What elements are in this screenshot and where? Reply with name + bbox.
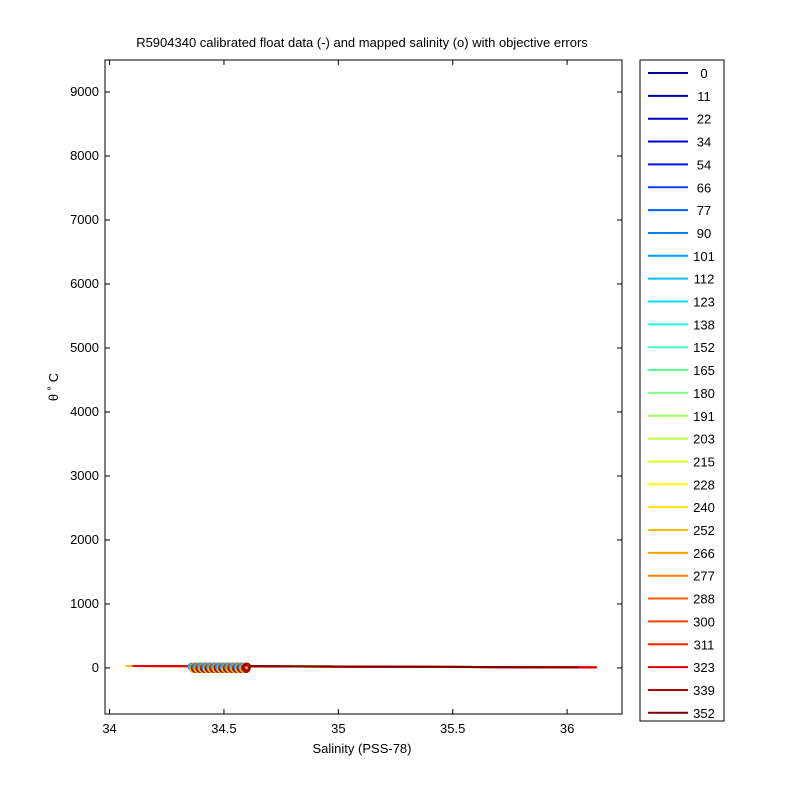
legend-label-34: 34 [697, 135, 711, 150]
legend-label-112: 112 [694, 272, 715, 287]
y-tick-label: 0 [92, 660, 99, 675]
legend-label-252: 252 [693, 523, 715, 538]
legend-label-191: 191 [693, 409, 715, 424]
x-axis-label: Salinity (PSS-78) [313, 741, 412, 756]
legend-label-101: 101 [693, 249, 715, 264]
legend-label-300: 300 [693, 614, 715, 629]
legend-label-54: 54 [697, 157, 711, 172]
y-tick-label: 1000 [70, 596, 99, 611]
legend-label-339: 339 [693, 683, 715, 698]
y-tick-label: 6000 [70, 276, 99, 291]
legend-box [639, 59, 725, 722]
series-group [125, 665, 597, 669]
y-tick-label: 9000 [70, 84, 99, 99]
series-line-352 [201, 665, 579, 669]
legend-label-323: 323 [693, 660, 715, 675]
legend-items: 0 11 22 34 54 66 77 90 101 112 123 138 152 165 180 191 2… [648, 66, 715, 721]
legend-label-215: 215 [693, 454, 715, 469]
x-tick-label: 35.5 [440, 721, 465, 736]
x-tick-label: 36 [560, 721, 574, 736]
y-axis-label: θ ˚ C [46, 373, 61, 401]
legend-label-165: 165 [693, 363, 715, 378]
legend-label-90: 90 [697, 226, 711, 241]
x-tick-label: 35 [331, 721, 345, 736]
mapped-points [187, 662, 252, 674]
legend-label-180: 180 [693, 386, 715, 401]
y-tick-label: 4000 [70, 404, 99, 419]
legend-label-123: 123 [693, 295, 715, 310]
legend: 0 11 22 34 54 66 77 90 101 112 123 138 152 165 180 191 2… [639, 59, 725, 722]
x-axis: 34 34.5 35 35.5 36 [102, 60, 574, 736]
legend-label-288: 288 [693, 592, 715, 607]
y-axis: 0 1000 2000 3000 4000 5000 6000 7000 8000 9000 [70, 84, 622, 675]
y-tick-label: 3000 [70, 468, 99, 483]
chart-title: R5904340 calibrated float data (-) and m… [136, 35, 588, 50]
y-tick-label: 2000 [70, 532, 99, 547]
mapped-point [242, 662, 252, 672]
y-tick-label: 8000 [70, 148, 99, 163]
y-tick-label: 7000 [70, 212, 99, 227]
plot-area [104, 59, 623, 715]
legend-label-11: 11 [697, 89, 711, 104]
legend-label-352: 352 [693, 706, 715, 721]
legend-label-138: 138 [693, 317, 715, 332]
legend-label-22: 22 [697, 112, 711, 127]
legend-label-266: 266 [693, 546, 715, 561]
legend-label-240: 240 [693, 500, 715, 515]
legend-label-228: 228 [693, 477, 715, 492]
legend-label-203: 203 [693, 432, 715, 447]
y-tick-label: 5000 [70, 340, 99, 355]
x-tick-label: 34.5 [211, 721, 236, 736]
x-tick-label: 34 [102, 721, 116, 736]
legend-label-152: 152 [693, 340, 715, 355]
legend-label-77: 77 [697, 203, 711, 218]
legend-label-311: 311 [694, 637, 715, 652]
legend-label-66: 66 [697, 180, 711, 195]
legend-label-0: 0 [700, 66, 707, 81]
legend-label-277: 277 [693, 569, 715, 584]
